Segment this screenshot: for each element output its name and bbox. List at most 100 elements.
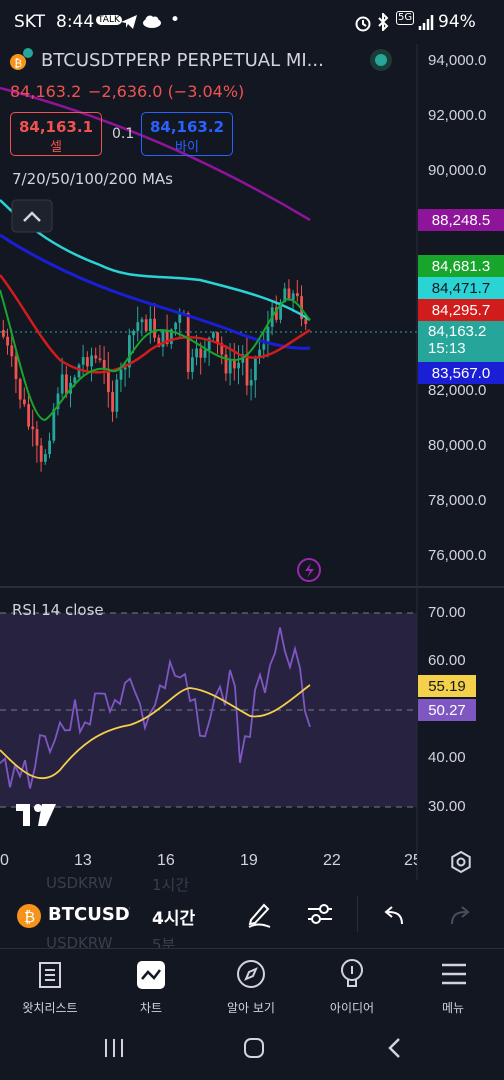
bitcoin-icon bbox=[10, 54, 26, 70]
ma20-price-badge: 84,295.7 bbox=[418, 299, 504, 321]
ma-indicator-label[interactable]: 7/20/50/100/200 MAs bbox=[12, 170, 173, 188]
indicators-icon[interactable] bbox=[306, 902, 334, 926]
candle-body bbox=[157, 337, 161, 347]
toolbar-divider bbox=[357, 896, 358, 932]
candle-body bbox=[153, 318, 156, 338]
candle-body bbox=[186, 312, 190, 372]
sell-button[interactable]: 84,163.1 셀 bbox=[10, 112, 102, 156]
candle-body bbox=[128, 335, 131, 368]
rsi-label[interactable]: RSI 14 close bbox=[12, 601, 104, 619]
collapse-button[interactable] bbox=[11, 199, 53, 233]
carrier: SKT bbox=[14, 12, 46, 32]
nav-label: 알아 보기 bbox=[227, 1001, 275, 1015]
candle-body bbox=[132, 330, 135, 336]
ma200-price-badge: 88,248.5 bbox=[418, 209, 504, 231]
candle-body bbox=[56, 393, 60, 410]
bluetooth-icon bbox=[378, 13, 389, 31]
candle-body bbox=[144, 319, 148, 332]
pencil-icon[interactable] bbox=[246, 900, 272, 928]
back-icon[interactable] bbox=[384, 1036, 404, 1060]
candle-body bbox=[111, 392, 114, 412]
candle-body bbox=[48, 440, 51, 455]
buy-price: 84,163.2 bbox=[149, 118, 225, 136]
candle-body bbox=[119, 369, 123, 380]
chart-icon bbox=[137, 961, 165, 989]
candle-body bbox=[81, 357, 85, 365]
status-bar: SKT 8:44 TALK • 5G 94% bbox=[0, 0, 504, 44]
rsi-ma-badge: 55.19 bbox=[418, 675, 476, 697]
candle-body bbox=[39, 445, 43, 462]
tether-icon bbox=[23, 48, 33, 58]
candle-body bbox=[296, 293, 299, 297]
alarm-icon bbox=[355, 16, 371, 32]
candle-body bbox=[107, 368, 110, 393]
candle-body bbox=[233, 359, 236, 369]
ma50-line bbox=[0, 233, 311, 350]
candle-body bbox=[98, 358, 102, 361]
nav-chart[interactable]: 차트 bbox=[101, 949, 201, 1031]
candle-body bbox=[228, 359, 232, 374]
symbol-title[interactable]: BTCUSDTPERP PERPETUAL MI... bbox=[41, 50, 324, 71]
tradingview-logo bbox=[16, 804, 56, 826]
home-icon[interactable] bbox=[242, 1036, 266, 1060]
undo-icon[interactable] bbox=[382, 904, 408, 926]
bitcoin-icon: ₿ bbox=[17, 904, 41, 928]
ma50-price-badge: 83,567.0 bbox=[418, 362, 504, 384]
candle-body bbox=[304, 319, 308, 324]
candle-body bbox=[90, 355, 93, 367]
nav-ideas[interactable]: 아이디어 bbox=[302, 949, 402, 1031]
signal-icon bbox=[418, 15, 434, 30]
ma100-line bbox=[0, 199, 311, 322]
candle-body bbox=[73, 377, 77, 383]
candle-body bbox=[224, 354, 228, 374]
candle-body bbox=[6, 336, 9, 346]
price-tick: 78,000.0 bbox=[428, 492, 487, 509]
symbol-selector[interactable]: BTCUSDT bbox=[48, 904, 130, 925]
sell-label: 셀 bbox=[50, 140, 62, 155]
candle-body bbox=[44, 454, 47, 462]
recent-apps-icon[interactable] bbox=[102, 1037, 126, 1059]
candle-body bbox=[18, 378, 22, 400]
ma100-price-badge: 84,471.7 bbox=[418, 277, 504, 299]
buy-button[interactable]: 84,163.2 바이 bbox=[141, 112, 233, 156]
axis-settings-icon[interactable] bbox=[451, 850, 471, 874]
rsi-tick: 40.00 bbox=[428, 749, 466, 766]
candle-body bbox=[14, 356, 18, 379]
chevron-up-icon bbox=[23, 211, 41, 222]
candle-body bbox=[254, 356, 257, 381]
candle-body bbox=[249, 380, 253, 386]
sell-price: 84,163.1 bbox=[18, 118, 94, 136]
candle-body bbox=[262, 344, 266, 350]
chart-canvas[interactable]: ₿ bbox=[0, 0, 504, 880]
candle-body bbox=[165, 329, 169, 344]
nav-menu[interactable]: 메뉴 bbox=[403, 949, 503, 1031]
ma7-price-badge: 84,681.3 bbox=[418, 255, 504, 277]
candle-body bbox=[174, 322, 177, 330]
candle-body bbox=[27, 404, 30, 427]
nav-watchlist[interactable]: 왓치리스트 bbox=[0, 949, 100, 1031]
rsi-line bbox=[0, 627, 311, 789]
candle-body bbox=[199, 348, 203, 358]
redo-icon[interactable] bbox=[446, 904, 472, 926]
clock: 8:44 bbox=[56, 12, 95, 32]
nav-label: 차트 bbox=[139, 1001, 163, 1015]
candle-body bbox=[170, 329, 173, 344]
nav-explore[interactable]: 알아 보기 bbox=[201, 949, 301, 1031]
rsi-tick: 60.00 bbox=[428, 652, 466, 669]
price-tick: 76,000.0 bbox=[428, 547, 487, 564]
candle-body bbox=[140, 319, 144, 323]
candle-body bbox=[94, 355, 98, 359]
date-tick: 13 bbox=[74, 852, 92, 869]
interval-selector[interactable]: 4시간 bbox=[152, 909, 196, 929]
ghost-interval-1: 1시간 bbox=[152, 876, 190, 894]
lightning-button[interactable] bbox=[297, 558, 321, 582]
candle-body bbox=[77, 364, 81, 378]
candle-body bbox=[136, 322, 140, 331]
lightbulb-icon bbox=[341, 959, 363, 987]
date-tick: 19 bbox=[240, 852, 258, 869]
buy-label: 바이 bbox=[175, 140, 199, 155]
candle-body bbox=[23, 399, 26, 405]
candle-body bbox=[245, 353, 249, 386]
battery-percent: 94% bbox=[438, 12, 476, 32]
talk-icon: TALK bbox=[96, 15, 122, 25]
